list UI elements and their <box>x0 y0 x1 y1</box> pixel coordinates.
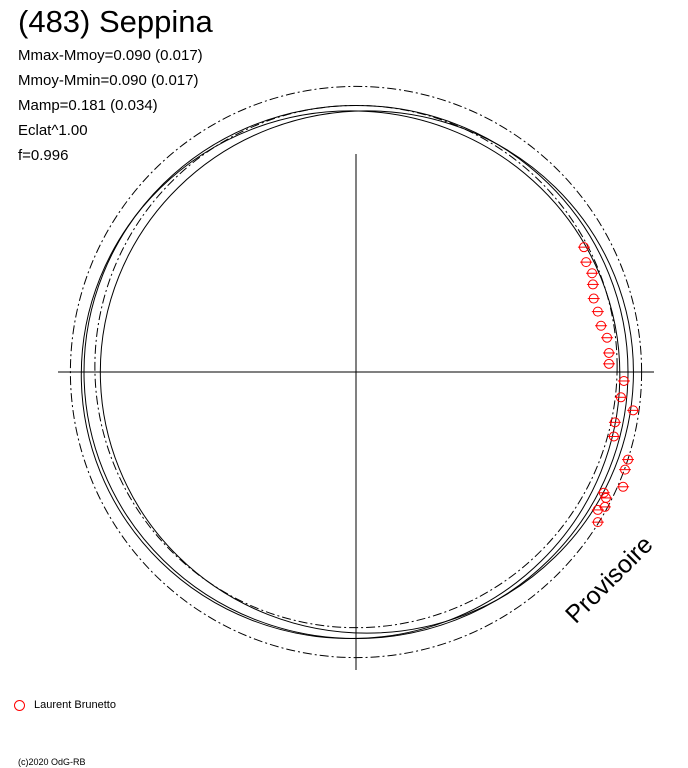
observation-points <box>577 242 640 528</box>
model-curves <box>69 85 643 659</box>
observation-point <box>587 293 600 304</box>
observation-point <box>591 517 604 528</box>
model-curve-5 <box>80 110 621 640</box>
legend-marker-icon <box>14 699 25 711</box>
observation-point <box>580 257 593 268</box>
observation-point <box>591 306 604 317</box>
legend-label: Laurent Brunetto <box>34 699 116 711</box>
observation-point <box>617 375 630 386</box>
model-curve-1 <box>69 85 643 659</box>
chart-title: (483) Seppina <box>18 4 213 39</box>
observation-point <box>622 454 634 465</box>
legend: Laurent Brunetto <box>14 698 116 712</box>
observation-point <box>602 347 615 358</box>
observation-point <box>577 242 590 253</box>
observation-point <box>591 504 604 515</box>
stats-block: Mmax-Mmoy=0.090 (0.017) Mmoy-Mmin=0.090 … <box>18 43 203 168</box>
stat-eclat: Eclat^1.00 <box>18 122 88 139</box>
observation-point <box>595 320 608 331</box>
observation-point <box>614 392 627 403</box>
observation-point <box>597 487 610 498</box>
stat-mamp: Mamp=0.181 (0.034) <box>18 97 158 114</box>
observation-point <box>602 358 615 369</box>
observation-point <box>607 431 620 442</box>
observation-point <box>586 279 599 290</box>
observation-point <box>619 464 632 475</box>
stat-mmoy-mmin: Mmoy-Mmin=0.090 (0.017) <box>18 72 199 89</box>
observation-point <box>586 268 599 279</box>
observation-point <box>627 405 640 416</box>
stat-f: f=0.996 <box>18 147 69 164</box>
observation-point <box>601 332 614 343</box>
axes <box>58 154 654 670</box>
observation-point <box>608 417 621 428</box>
copyright-notice: (c)2020 OdG-RB <box>18 757 86 767</box>
observation-point <box>617 481 630 492</box>
stat-mmax-mmoy: Mmax-Mmoy=0.090 (0.017) <box>18 47 203 64</box>
